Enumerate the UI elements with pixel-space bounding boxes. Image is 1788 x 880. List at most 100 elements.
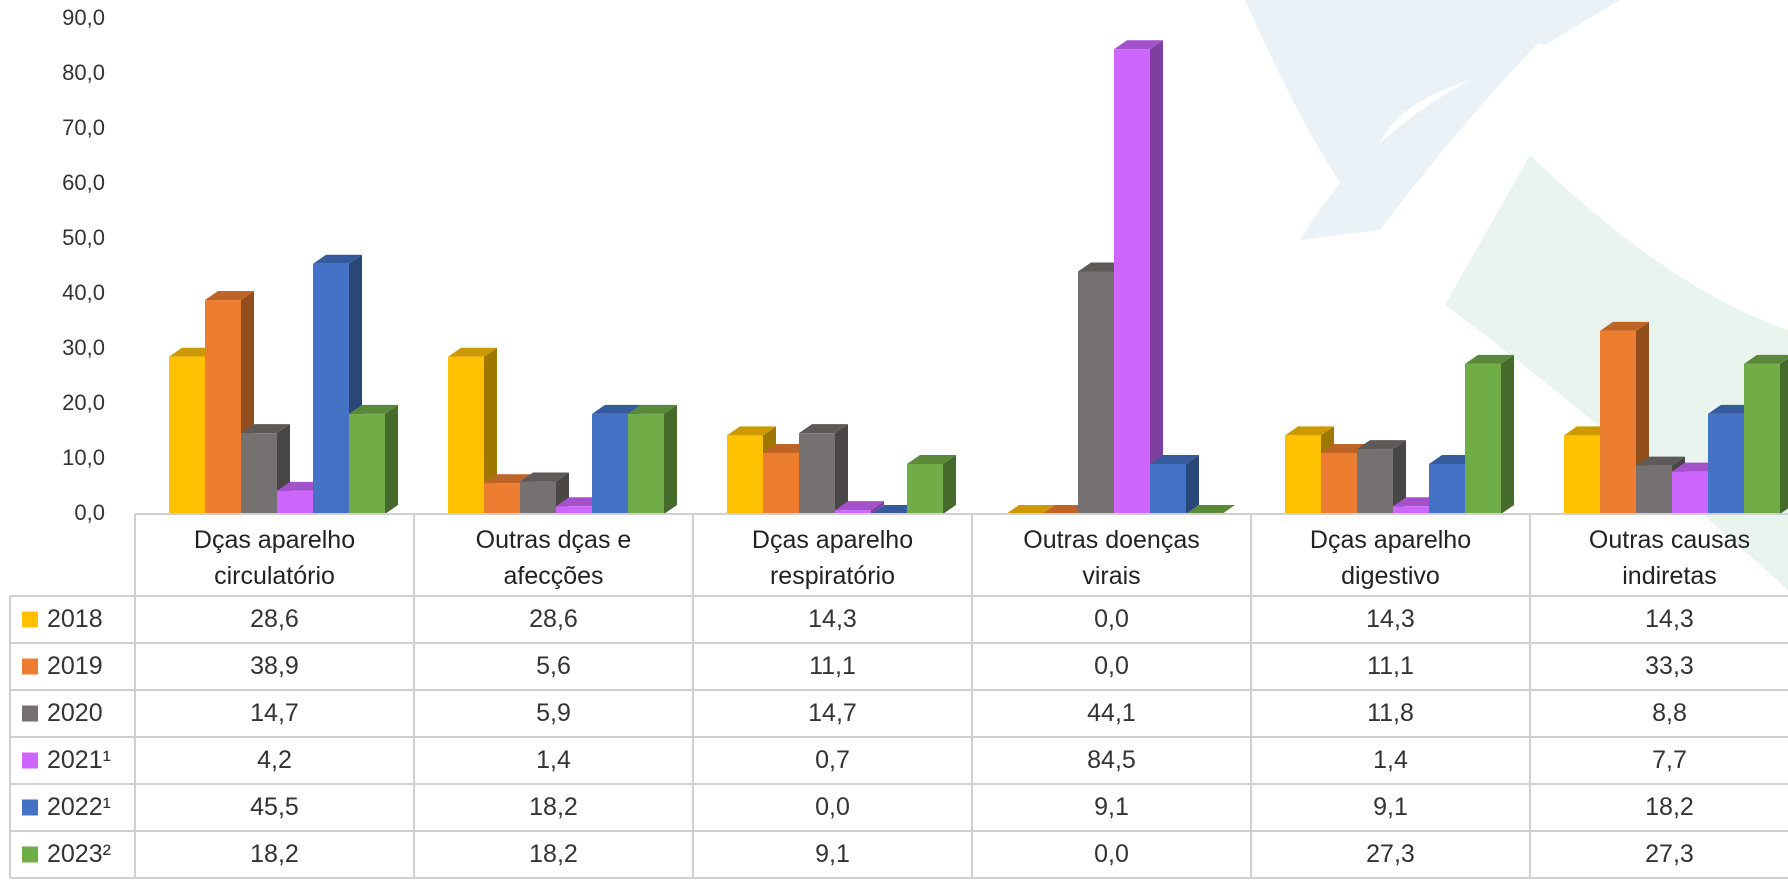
bar [799,433,835,514]
table-cell: 28,6 [250,605,299,633]
bar-side [484,347,497,514]
bar [1357,449,1393,514]
x-tick-label: Outras causas indiretas [1588,526,1751,590]
bar-top [1114,40,1163,50]
category-label-box: Outras doenças virais [1023,526,1200,590]
table-cell: 28,6 [529,605,578,633]
legend-swatch [22,705,38,722]
table-cell: 18,2 [1645,793,1694,821]
y-tick-label: 10,0 [62,445,105,470]
table-cell: 18,2 [529,793,578,821]
table-cell: 14,3 [1366,605,1415,633]
category-label-box: Outras dças e afecções [475,526,632,590]
bar-side [385,404,398,514]
bar [628,413,664,514]
bar-top [448,347,497,357]
bar-top [1744,354,1788,364]
legend-swatch [22,658,38,675]
bar [1636,465,1672,514]
bar [205,300,241,514]
bar [1150,463,1186,514]
table-cell: 5,9 [536,699,571,727]
bar-side [871,501,884,514]
bar-side [1150,40,1163,514]
bar [1600,330,1636,514]
y-tick-label: 40,0 [62,280,105,305]
table-cell: 18,2 [250,840,299,868]
table-cell: 11,8 [1367,699,1414,727]
legend-label: 2019 [47,652,103,680]
table-cell: 14,3 [1645,605,1694,633]
bar [313,263,349,514]
bar [169,356,205,514]
table-cell: 0,0 [1094,605,1129,633]
bar-top [835,501,884,511]
bar [520,481,556,514]
bar-top [1285,426,1334,436]
y-tick-label: 70,0 [62,115,105,140]
table-cell: 0,0 [815,793,850,821]
bar-top [241,424,290,434]
bar [1114,49,1150,514]
x-tick-label: Outras doenças virais [1023,526,1200,590]
x-tick-label: Outras dças e afecções [475,526,632,590]
table-cell: 0,0 [1094,840,1129,868]
bar-top [628,404,677,414]
bar-top [484,474,533,484]
bar [1285,435,1321,514]
bar [1672,471,1708,514]
legend-label: 2023² [47,840,111,868]
table-cell: 9,1 [815,840,850,868]
table-cell: 7,7 [1652,746,1687,774]
bar-top [1465,354,1514,364]
table-cell: 18,2 [529,840,578,868]
bar-top [520,472,569,482]
category-label-box: Dças aparelho digestivo [1310,526,1471,590]
bar-top [349,404,398,414]
table-cell: 45,5 [250,793,299,821]
table-cell: 38,9 [250,652,299,680]
bar-side [835,424,848,514]
bar [349,413,385,514]
y-tick-label: 0,0 [74,500,105,525]
bar-top [592,404,641,414]
bar-top [313,254,362,264]
legend-label: 2018 [47,605,103,633]
legend-label: 2020 [47,699,103,727]
bar [1321,452,1357,514]
bar [1708,413,1744,514]
table-cell: 11,1 [809,652,856,680]
table-cell: 0,7 [815,746,850,774]
table-cell: 14,7 [808,699,857,727]
category-label-box: Outras causas indiretas [1588,526,1751,590]
bar-top [799,424,848,434]
bar [1078,271,1114,514]
bar [448,356,484,514]
bar-side [1393,440,1406,514]
table-cell: 0,0 [1094,652,1129,680]
table-cell: 9,1 [1094,793,1129,821]
bar [1429,463,1465,514]
legend-swatch [22,752,38,769]
bar [727,435,763,514]
bar-top [1600,321,1649,331]
bar-top [1357,440,1406,450]
bar-top [1006,505,1055,514]
table-cell: 8,8 [1652,699,1687,727]
table-cell: 1,4 [1373,746,1408,774]
table-cell: 33,3 [1645,652,1694,680]
table-cell: 27,3 [1366,840,1415,868]
bar-top [907,454,956,464]
bar [556,506,592,514]
legend-swatch [22,611,38,628]
category-label-box: Dças aparelho circulatório [194,526,355,590]
background-shape [1420,0,1620,45]
bar [277,490,313,514]
table-cell: 9,1 [1373,793,1408,821]
table-cell: 4,2 [257,746,292,774]
bar-side [943,454,956,514]
background-shape [1245,0,1580,240]
bar-side [1186,454,1199,514]
y-tick-label: 20,0 [62,390,105,415]
bar-side [1780,358,1788,514]
